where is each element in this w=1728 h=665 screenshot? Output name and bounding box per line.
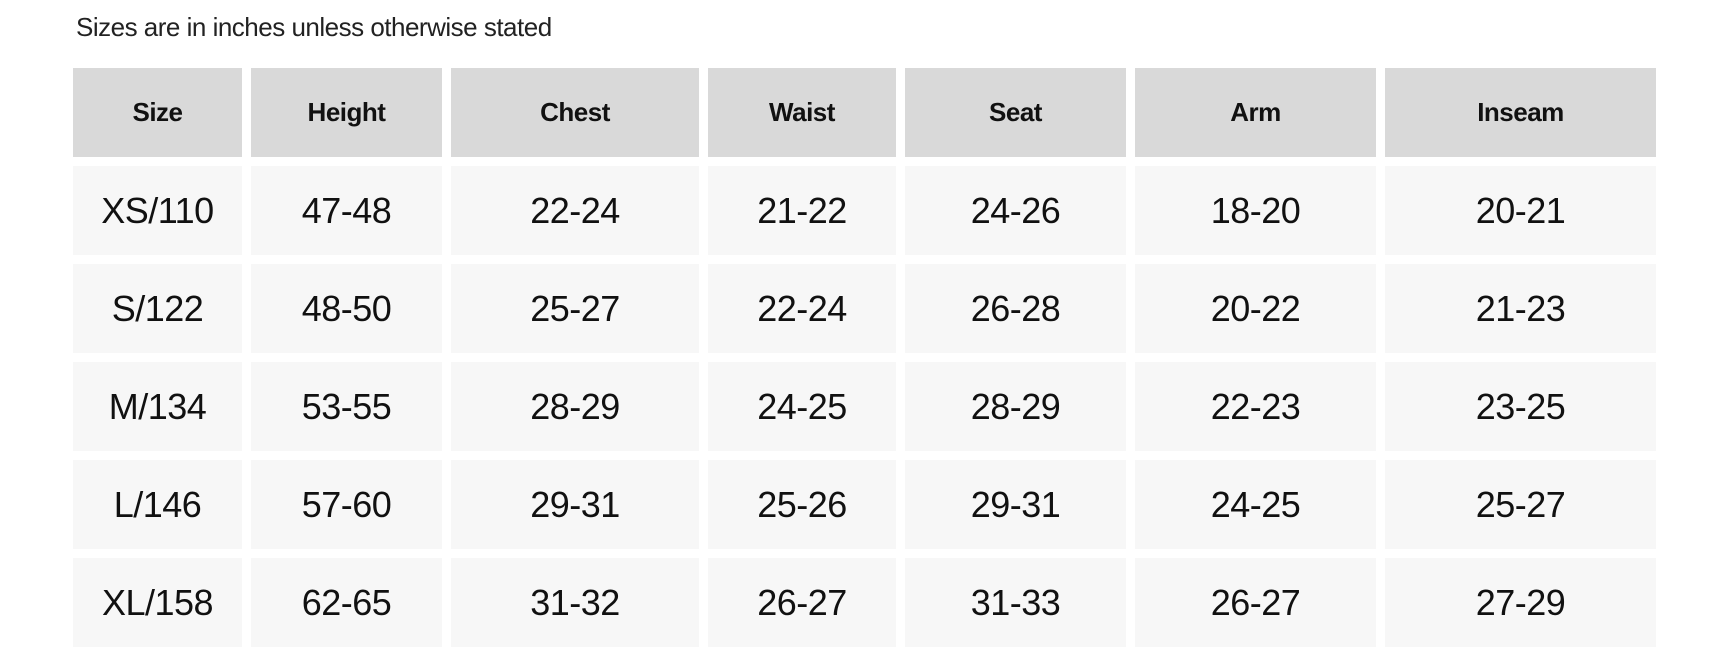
table-cell-seat: 31-33 [905, 558, 1126, 647]
column-header-waist: Waist [708, 68, 896, 157]
table-cell-size: M/134 [73, 362, 242, 451]
table-cell-seat: 29-31 [905, 460, 1126, 549]
column-header-size: Size [73, 68, 242, 157]
table-cell-inseam: 23-25 [1385, 362, 1656, 451]
column-header-height: Height [251, 68, 442, 157]
size-chart-table: Size Height Chest Waist Seat Arm Inseam XS/110 4… [73, 68, 1656, 647]
table-cell-size: S/122 [73, 264, 242, 353]
table-cell-waist: 25-26 [708, 460, 896, 549]
table-cell-inseam: 20-21 [1385, 166, 1656, 255]
table-cell-chest: 22-24 [451, 166, 699, 255]
table-cell-arm: 24-25 [1135, 460, 1376, 549]
table-cell-seat: 26-28 [905, 264, 1126, 353]
table-cell-height: 47-48 [251, 166, 442, 255]
table-cell-seat: 24-26 [905, 166, 1126, 255]
units-note: Sizes are in inches unless otherwise sta… [76, 12, 552, 42]
table-cell-chest: 31-32 [451, 558, 699, 647]
table-cell-waist: 26-27 [708, 558, 896, 647]
table-cell-chest: 25-27 [451, 264, 699, 353]
table-cell-height: 48-50 [251, 264, 442, 353]
table-cell-size: L/146 [73, 460, 242, 549]
column-header-inseam: Inseam [1385, 68, 1656, 157]
table-cell-seat: 28-29 [905, 362, 1126, 451]
table-cell-waist: 21-22 [708, 166, 896, 255]
table-cell-height: 57-60 [251, 460, 442, 549]
table-cell-inseam: 27-29 [1385, 558, 1656, 647]
column-header-arm: Arm [1135, 68, 1376, 157]
table-cell-size: XL/158 [73, 558, 242, 647]
table-cell-height: 53-55 [251, 362, 442, 451]
table-cell-height: 62-65 [251, 558, 442, 647]
column-header-seat: Seat [905, 68, 1126, 157]
table-cell-arm: 26-27 [1135, 558, 1376, 647]
table-cell-arm: 18-20 [1135, 166, 1376, 255]
table-cell-waist: 24-25 [708, 362, 896, 451]
column-header-chest: Chest [451, 68, 699, 157]
table-cell-size: XS/110 [73, 166, 242, 255]
table-cell-inseam: 25-27 [1385, 460, 1656, 549]
table-cell-arm: 22-23 [1135, 362, 1376, 451]
table-cell-chest: 29-31 [451, 460, 699, 549]
table-cell-arm: 20-22 [1135, 264, 1376, 353]
table-cell-chest: 28-29 [451, 362, 699, 451]
table-cell-waist: 22-24 [708, 264, 896, 353]
table-cell-inseam: 21-23 [1385, 264, 1656, 353]
